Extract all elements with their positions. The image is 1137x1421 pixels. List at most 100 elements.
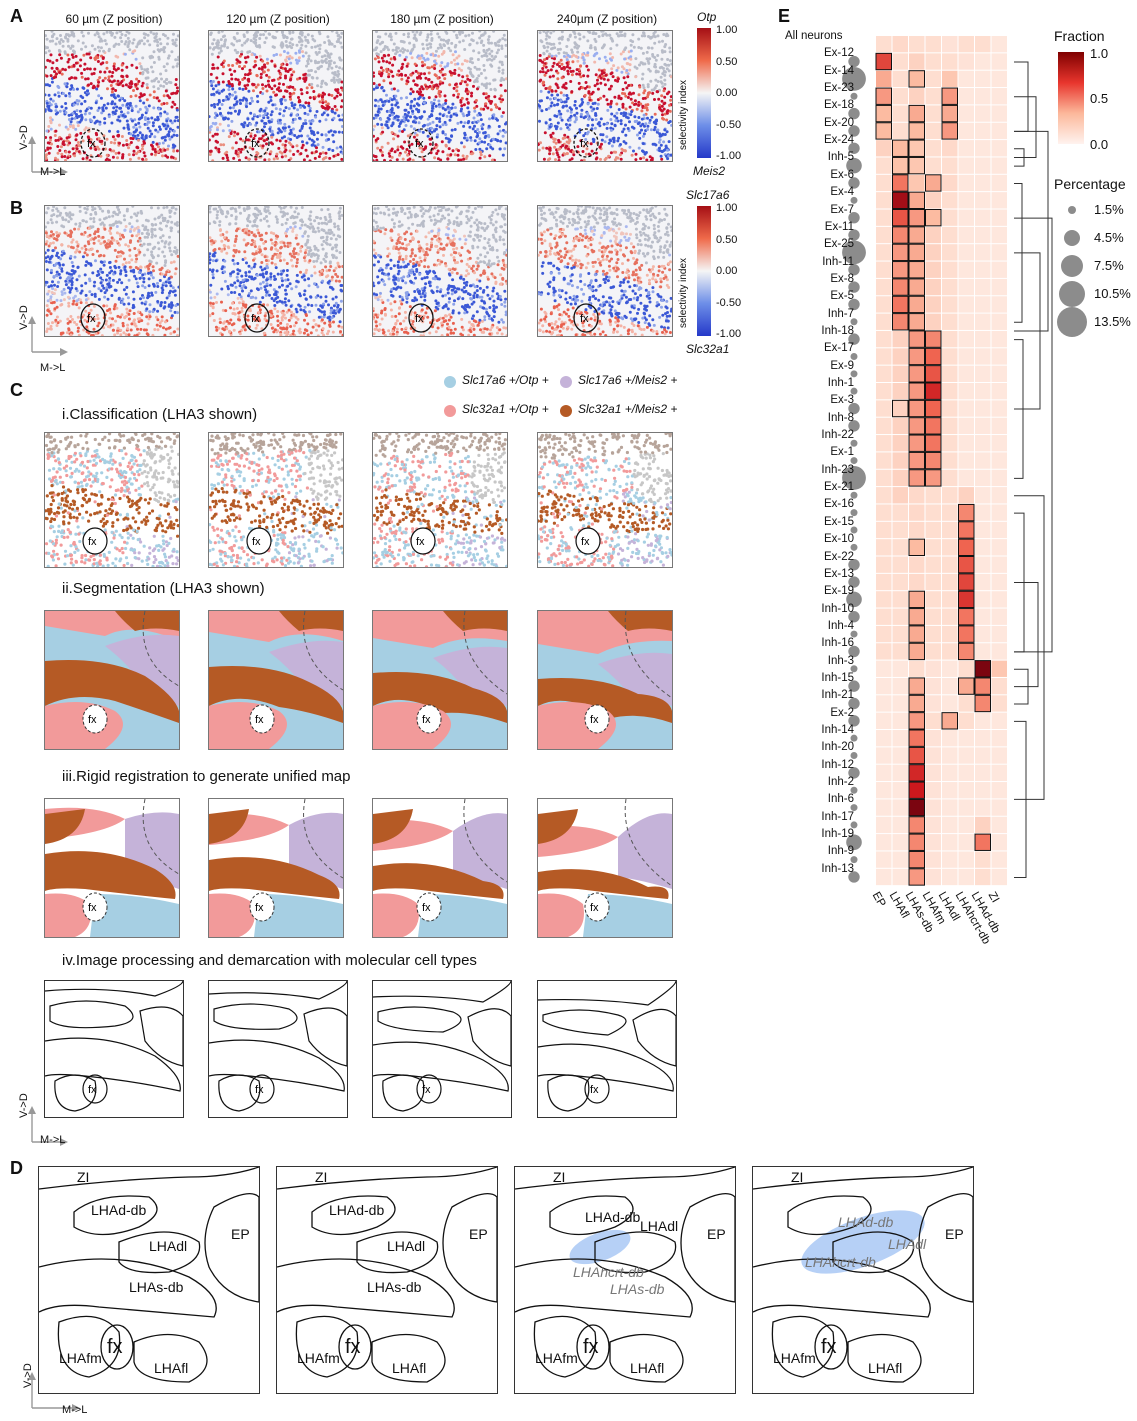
heatmap-cell: [925, 296, 941, 313]
heatmap-cell: [892, 851, 908, 868]
heatmap-cell: [958, 782, 974, 799]
heatmap-row-label: Ex-6: [830, 168, 854, 181]
heatmap-cell: [975, 330, 991, 348]
colorbar-tick: 1.00: [716, 24, 738, 36]
outline-3: fx: [372, 980, 512, 1118]
heatmap-cell: [876, 660, 892, 677]
heatmap-cell: [892, 868, 908, 886]
heatmap-cell: [892, 330, 908, 348]
heatmap-cell: [975, 174, 991, 192]
heatmap-cell: [925, 261, 941, 278]
heatmap-cell-outline: [908, 538, 925, 557]
heatmap-cell-outline: [941, 122, 958, 140]
heatmap-cell: [991, 504, 1007, 521]
z-title-1: 60 µm (Z position): [65, 12, 163, 26]
heatmap-cell: [942, 591, 958, 608]
percentage-dot: [850, 387, 858, 395]
heatmap-cell-outline: [925, 417, 942, 435]
region-label: LHAfm: [59, 1350, 102, 1366]
percentage-dot: [850, 92, 858, 100]
heatmap-cell: [909, 504, 925, 521]
percentage-dot: [848, 177, 860, 189]
heatmap-cell: [892, 174, 908, 192]
heatmap-cell: [958, 330, 974, 348]
outline-4: fx: [537, 980, 677, 1118]
heatmap-cell: [958, 591, 974, 608]
region-label: LHAd-db: [838, 1214, 893, 1230]
heatmap-cell: [942, 487, 958, 504]
heatmap-cell: [975, 747, 991, 764]
heatmap-cell: [975, 70, 991, 88]
heatmap-cell: [909, 747, 925, 764]
heatmap-cell: [909, 764, 925, 782]
heatmap-cell-outline: [892, 226, 909, 244]
classification-3: fx: [372, 432, 508, 568]
heatmap-cell: [909, 261, 925, 278]
colorbar-tick: -0.50: [716, 118, 742, 131]
region-label: LHAfl: [392, 1360, 426, 1376]
region-label: LHAdl: [387, 1238, 425, 1254]
heatmap-cell: [909, 140, 925, 157]
heatmap-row-label: Inh-15: [821, 671, 854, 684]
heatmap-cell-outline: [908, 261, 925, 279]
heatmap-cell: [942, 469, 958, 487]
heatmap-cell-outline: [958, 503, 975, 522]
heatmap-cell: [925, 435, 941, 452]
heatmap-row-label: Ex-13: [823, 567, 854, 580]
heatmap-row-label: Ex-4: [830, 186, 854, 199]
heatmap-cell: [892, 556, 908, 573]
classification-1: fx: [44, 432, 180, 568]
colorbar-a-axis: selectivity index: [678, 79, 689, 150]
heatmap-cell-outline: [941, 712, 958, 730]
heatmap-cell: [991, 209, 1007, 226]
heatmap-cell: [975, 226, 991, 244]
scatter-B-2: fx: [208, 205, 344, 337]
region-label: LHAfl: [154, 1360, 188, 1376]
heatmap-cell: [925, 192, 941, 209]
heatmap-cell: [958, 660, 974, 677]
heatmap-cell: [975, 469, 991, 487]
heatmap-cell: [909, 313, 925, 330]
heatmap-cell-outline: [908, 816, 925, 834]
region-label: LHAfl: [630, 1360, 664, 1376]
step-4-title: iv.Image processing and demarcation with…: [62, 952, 477, 969]
heatmap-cell: [892, 435, 908, 452]
percentage-dot: [848, 333, 860, 345]
segmentation-4: fx: [537, 610, 673, 750]
heatmap-row-label: Ex-12: [823, 47, 854, 60]
heatmap-cell: [991, 278, 1007, 296]
percentage-legend-label: 4.5%: [1094, 230, 1124, 245]
heatmap-cell: [909, 452, 925, 469]
colorbar-tick: 0.00: [716, 265, 738, 277]
heatmap-cell: [958, 643, 974, 660]
region-label: fx: [821, 1336, 837, 1358]
colorbar-tick: -0.50: [716, 296, 742, 309]
heatmap-cell: [991, 730, 1007, 747]
heatmap-cell: [975, 591, 991, 608]
heatmap-cell: [876, 348, 892, 365]
heatmap-cell-outline: [908, 729, 925, 747]
heatmap-cell: [925, 244, 941, 261]
region-label: LHAfm: [535, 1350, 578, 1366]
heatmap-cell: [942, 782, 958, 799]
region-label: ZI: [791, 1169, 803, 1185]
region-label: LHAdl: [640, 1218, 678, 1234]
heatmap-cell: [942, 834, 958, 851]
heatmap-cell-outline: [925, 347, 942, 366]
percentage-dot: [848, 576, 860, 588]
heatmap-cell: [991, 677, 1007, 695]
fx-label: fx: [87, 138, 96, 150]
heatmap-cell: [958, 556, 974, 573]
region-label: LHAd-db: [585, 1209, 640, 1225]
heatmap-row-label: Inh-14: [821, 724, 854, 736]
heatmap-row-label: Ex-9: [830, 359, 854, 372]
percentage-legend-dot: [1068, 206, 1076, 214]
heatmap-cell: [892, 313, 908, 330]
heatmap-cell-outline: [908, 764, 925, 782]
heatmap-cell-outline: [892, 399, 909, 418]
fraction-tick-0: 0.0: [1090, 137, 1109, 152]
heatmap-cell: [975, 782, 991, 799]
heatmap-cell: [876, 365, 892, 382]
heatmap-cell: [909, 53, 925, 70]
heatmap-cell: [991, 625, 1007, 643]
